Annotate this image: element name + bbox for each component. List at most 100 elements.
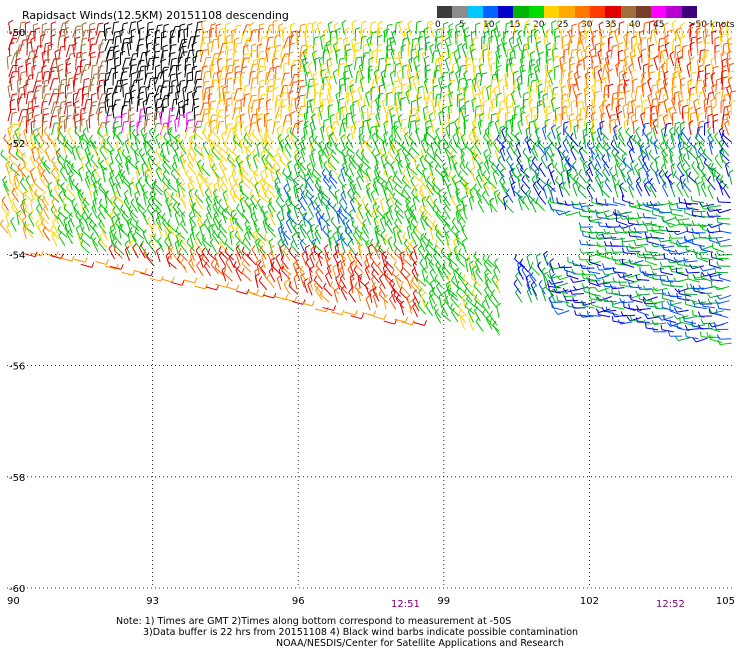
wind-barb: [661, 302, 674, 312]
wind-barb: [288, 103, 294, 119]
wind-barb: [367, 68, 374, 84]
wind-barb: [383, 318, 398, 325]
wind-barb: [127, 107, 134, 122]
wind-barb: [635, 105, 641, 120]
wind-barb: [218, 198, 227, 214]
wind-barb: [103, 22, 110, 37]
wind-barb: [320, 68, 326, 84]
wind-barb: [618, 21, 625, 36]
wind-barb: [464, 63, 471, 78]
wind-barb: [394, 125, 402, 141]
wind-barb: [111, 21, 119, 35]
wind-barb: [186, 49, 195, 63]
wind-barb: [600, 42, 606, 58]
wind-barb: [674, 44, 681, 59]
wind-barb: [446, 238, 452, 254]
wind-barb: [395, 97, 402, 112]
wind-barb: [513, 21, 521, 36]
wind-barb: [417, 35, 424, 51]
wind-barb: [520, 111, 526, 127]
wind-barb: [285, 174, 291, 190]
wind-barb: [15, 49, 21, 64]
wind-barb: [471, 77, 477, 93]
wind-barb: [121, 22, 129, 36]
wind-barb: [447, 82, 453, 98]
wind-barb: [450, 303, 460, 317]
wind-barb: [224, 72, 232, 86]
lat-tick-label--58: -58: [9, 473, 25, 484]
wind-barb: [535, 68, 540, 84]
wind-barb: [224, 238, 235, 252]
wind-barb: [330, 149, 340, 164]
wind-barb: [395, 209, 403, 225]
wind-barb: [119, 71, 128, 85]
wind-barb: [80, 233, 91, 247]
wind-barb: [598, 21, 604, 37]
wind-barb: [18, 21, 26, 35]
wind-barb: [129, 35, 135, 51]
wind-barb: [87, 84, 95, 98]
legend-label-5: 25: [557, 20, 569, 30]
lat-tick-label--54: -54: [9, 250, 25, 261]
wind-barb: [569, 83, 576, 98]
wind-barb: [375, 96, 380, 112]
wind-barb: [57, 35, 65, 49]
wind-barb: [304, 244, 310, 260]
wind-barb: [258, 27, 264, 42]
wind-barb: [93, 189, 99, 205]
wind-barb: [594, 209, 610, 214]
wind-barb: [650, 233, 665, 240]
wind-barb: [235, 266, 242, 282]
wind-barb: [405, 89, 411, 105]
wind-barb: [516, 155, 524, 171]
wind-barb: [208, 85, 215, 100]
wind-barb: [715, 237, 731, 243]
wind-barb: [633, 22, 639, 38]
wind-barb: [696, 79, 703, 94]
wind-barb: [464, 301, 475, 315]
wind-barb: [619, 297, 634, 304]
wind-barb: [358, 68, 363, 84]
wind-barb: [25, 78, 32, 93]
wind-barb: [182, 85, 188, 101]
wind-barb: [79, 107, 87, 122]
wind-barb: [115, 79, 123, 93]
wind-barb: [551, 20, 557, 35]
wind-barb: [528, 98, 534, 114]
wind-barb: [365, 139, 373, 154]
wind-barb: [351, 220, 362, 234]
wind-barb: [653, 28, 659, 44]
wind-barb: [555, 210, 571, 216]
wind-barb: [138, 78, 144, 93]
wind-barb: [41, 22, 48, 37]
wind-barb: [81, 85, 88, 100]
wind-barb: [424, 41, 431, 56]
wind-barb: [576, 63, 582, 79]
wind-barb: [517, 29, 523, 45]
wind-barb: [511, 167, 521, 182]
wind-barb: [202, 140, 210, 156]
wind-barb: [298, 196, 307, 212]
wind-barb: [645, 226, 660, 232]
wind-barb: [710, 97, 716, 113]
legend-swatch-13: [635, 6, 652, 18]
wind-barb: [508, 139, 516, 155]
wind-barb: [623, 33, 628, 49]
wind-barb: [431, 177, 441, 192]
wind-barb: [10, 111, 18, 126]
wind-barb: [371, 49, 378, 64]
wind-barb: [400, 281, 410, 296]
wind-barb: [95, 22, 104, 36]
wind-barb: [616, 91, 624, 106]
wind-barb: [415, 20, 422, 35]
wind-barb: [431, 118, 437, 134]
wind-barb: [216, 78, 226, 91]
wind-barb: [666, 29, 674, 44]
wind-barb: [471, 265, 477, 281]
wind-barb: [475, 22, 481, 37]
wind-barb: [128, 21, 137, 35]
wind-barb: [497, 155, 507, 170]
wind-barb: [121, 270, 136, 276]
wind-barb: [432, 103, 438, 119]
wind-barb: [361, 27, 367, 43]
